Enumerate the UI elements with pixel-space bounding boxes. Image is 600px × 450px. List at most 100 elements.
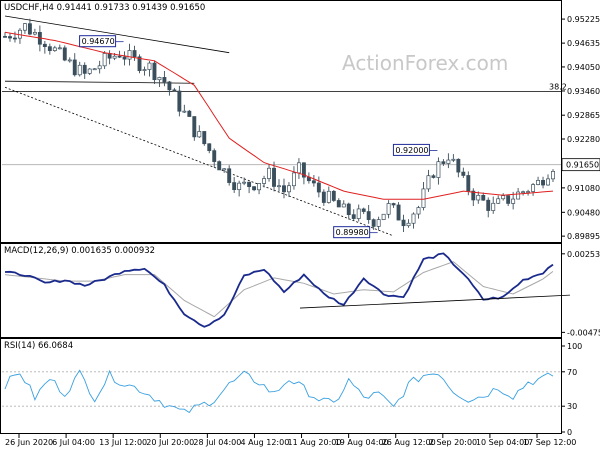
- candle-body: [336, 200, 341, 208]
- candle-body: [277, 185, 281, 188]
- candle-body: [267, 167, 271, 179]
- candle-body: [351, 214, 356, 219]
- candle-body: [127, 50, 132, 60]
- x-axis-label: 4 Aug 12:00: [240, 438, 289, 447]
- watermark: ActionForex.com: [342, 51, 508, 75]
- candle-body: [371, 219, 376, 227]
- price-annotation-box: [79, 35, 117, 48]
- candle-body: [147, 62, 152, 70]
- candle-body: [521, 191, 526, 194]
- candle-body: [466, 175, 471, 192]
- macd-line: [4, 252, 554, 328]
- candle-body: [501, 195, 506, 200]
- symbol-header: USDCHF,H4 0.91441 0.91733 0.91439 0.9165…: [4, 3, 205, 13]
- price-tick-label: 0.93460: [567, 87, 600, 96]
- candle-body: [396, 204, 401, 221]
- candle-body: [451, 158, 456, 161]
- price-tick-label: 0.95225: [567, 15, 600, 24]
- candle-body: [446, 159, 451, 164]
- candle-body: [272, 167, 276, 187]
- x-axis-label: 10 Sep 04:00: [476, 438, 529, 447]
- candle-body: [406, 222, 411, 227]
- x-axis-label: 26 Jun 2020: [5, 438, 53, 447]
- candle-body: [431, 175, 436, 178]
- x-axis-label: 26 Aug 12:00: [382, 438, 436, 447]
- macd-tick-label: 0.002532: [567, 250, 600, 259]
- candle-body: [356, 208, 361, 219]
- candle-body: [341, 203, 346, 208]
- candle-body: [152, 62, 157, 81]
- candle-body: [8, 36, 12, 39]
- candle-body: [202, 131, 207, 145]
- candle-body: [122, 56, 127, 60]
- candle-body: [476, 194, 481, 201]
- candle-body: [546, 178, 550, 186]
- candle-body: [22, 23, 27, 31]
- candle-body: [52, 47, 57, 51]
- candle-body: [301, 162, 306, 178]
- candle-body: [366, 211, 371, 220]
- rsi-line: [4, 369, 554, 414]
- candle-body: [67, 59, 72, 62]
- candle-body: [132, 50, 137, 58]
- candle-body: [381, 213, 386, 220]
- macd-trendline: [299, 294, 571, 309]
- price-tick-label: 0.92865: [567, 111, 600, 120]
- candle-body: [13, 37, 17, 40]
- candle-body: [77, 64, 82, 76]
- candle-body: [222, 168, 227, 171]
- candle-body: [172, 89, 177, 92]
- price-annotation-label: 0.92000: [395, 146, 428, 155]
- candle-body: [346, 203, 351, 216]
- x-axis-label: 2 Sep 20:00: [429, 438, 477, 447]
- price-annotation-label: 0.94670: [82, 37, 115, 46]
- rsi-panel-frame: [0, 338, 562, 434]
- candle-body: [516, 191, 521, 200]
- candle-body: [496, 198, 501, 204]
- candle-body: [511, 198, 516, 204]
- candle-body: [42, 43, 47, 47]
- upper-trendline: [4, 15, 230, 54]
- candle-body: [197, 131, 202, 138]
- candle-body: [237, 182, 242, 190]
- candle-body: [426, 175, 431, 190]
- candle-body: [247, 181, 252, 187]
- candle-body: [486, 199, 491, 211]
- price-annotation-box: [392, 143, 430, 156]
- candle-body: [536, 180, 541, 185]
- candle-body: [47, 46, 52, 51]
- candle-body: [87, 68, 92, 74]
- candle-body: [252, 186, 257, 191]
- candle-body: [227, 168, 232, 183]
- candle-body: [461, 171, 466, 176]
- candle-body: [217, 161, 222, 171]
- rsi-header: RSI(14) 66.0684: [4, 341, 73, 351]
- candle-body: [287, 185, 291, 193]
- candle-body: [441, 161, 446, 164]
- candle-body: [117, 55, 122, 58]
- x-axis-label: 19 Aug 04:00: [335, 438, 389, 447]
- candle-body: [257, 183, 262, 191]
- candle-body: [531, 184, 536, 192]
- candle-body: [526, 191, 531, 193]
- candle-body: [326, 190, 331, 203]
- candle-body: [331, 190, 336, 201]
- last-price-box: [561, 158, 600, 172]
- macd-tick-label: -0.004756: [567, 328, 600, 337]
- candle-body: [541, 180, 545, 186]
- candle-body: [187, 110, 192, 117]
- price-tick-label: 0.94635: [567, 39, 600, 48]
- candle-body: [32, 32, 37, 35]
- candle-body: [242, 181, 247, 184]
- candle-body: [207, 143, 212, 151]
- candle-body: [27, 23, 32, 35]
- candle-body: [421, 188, 426, 208]
- candle-body: [506, 195, 511, 204]
- rsi-tick-label: 100: [567, 342, 582, 351]
- moving-average-line: [4, 31, 554, 200]
- price-annotation-box: [333, 226, 371, 239]
- rsi-tick-label: 30: [567, 402, 577, 411]
- candle-body: [57, 47, 62, 50]
- candle-body: [321, 191, 326, 203]
